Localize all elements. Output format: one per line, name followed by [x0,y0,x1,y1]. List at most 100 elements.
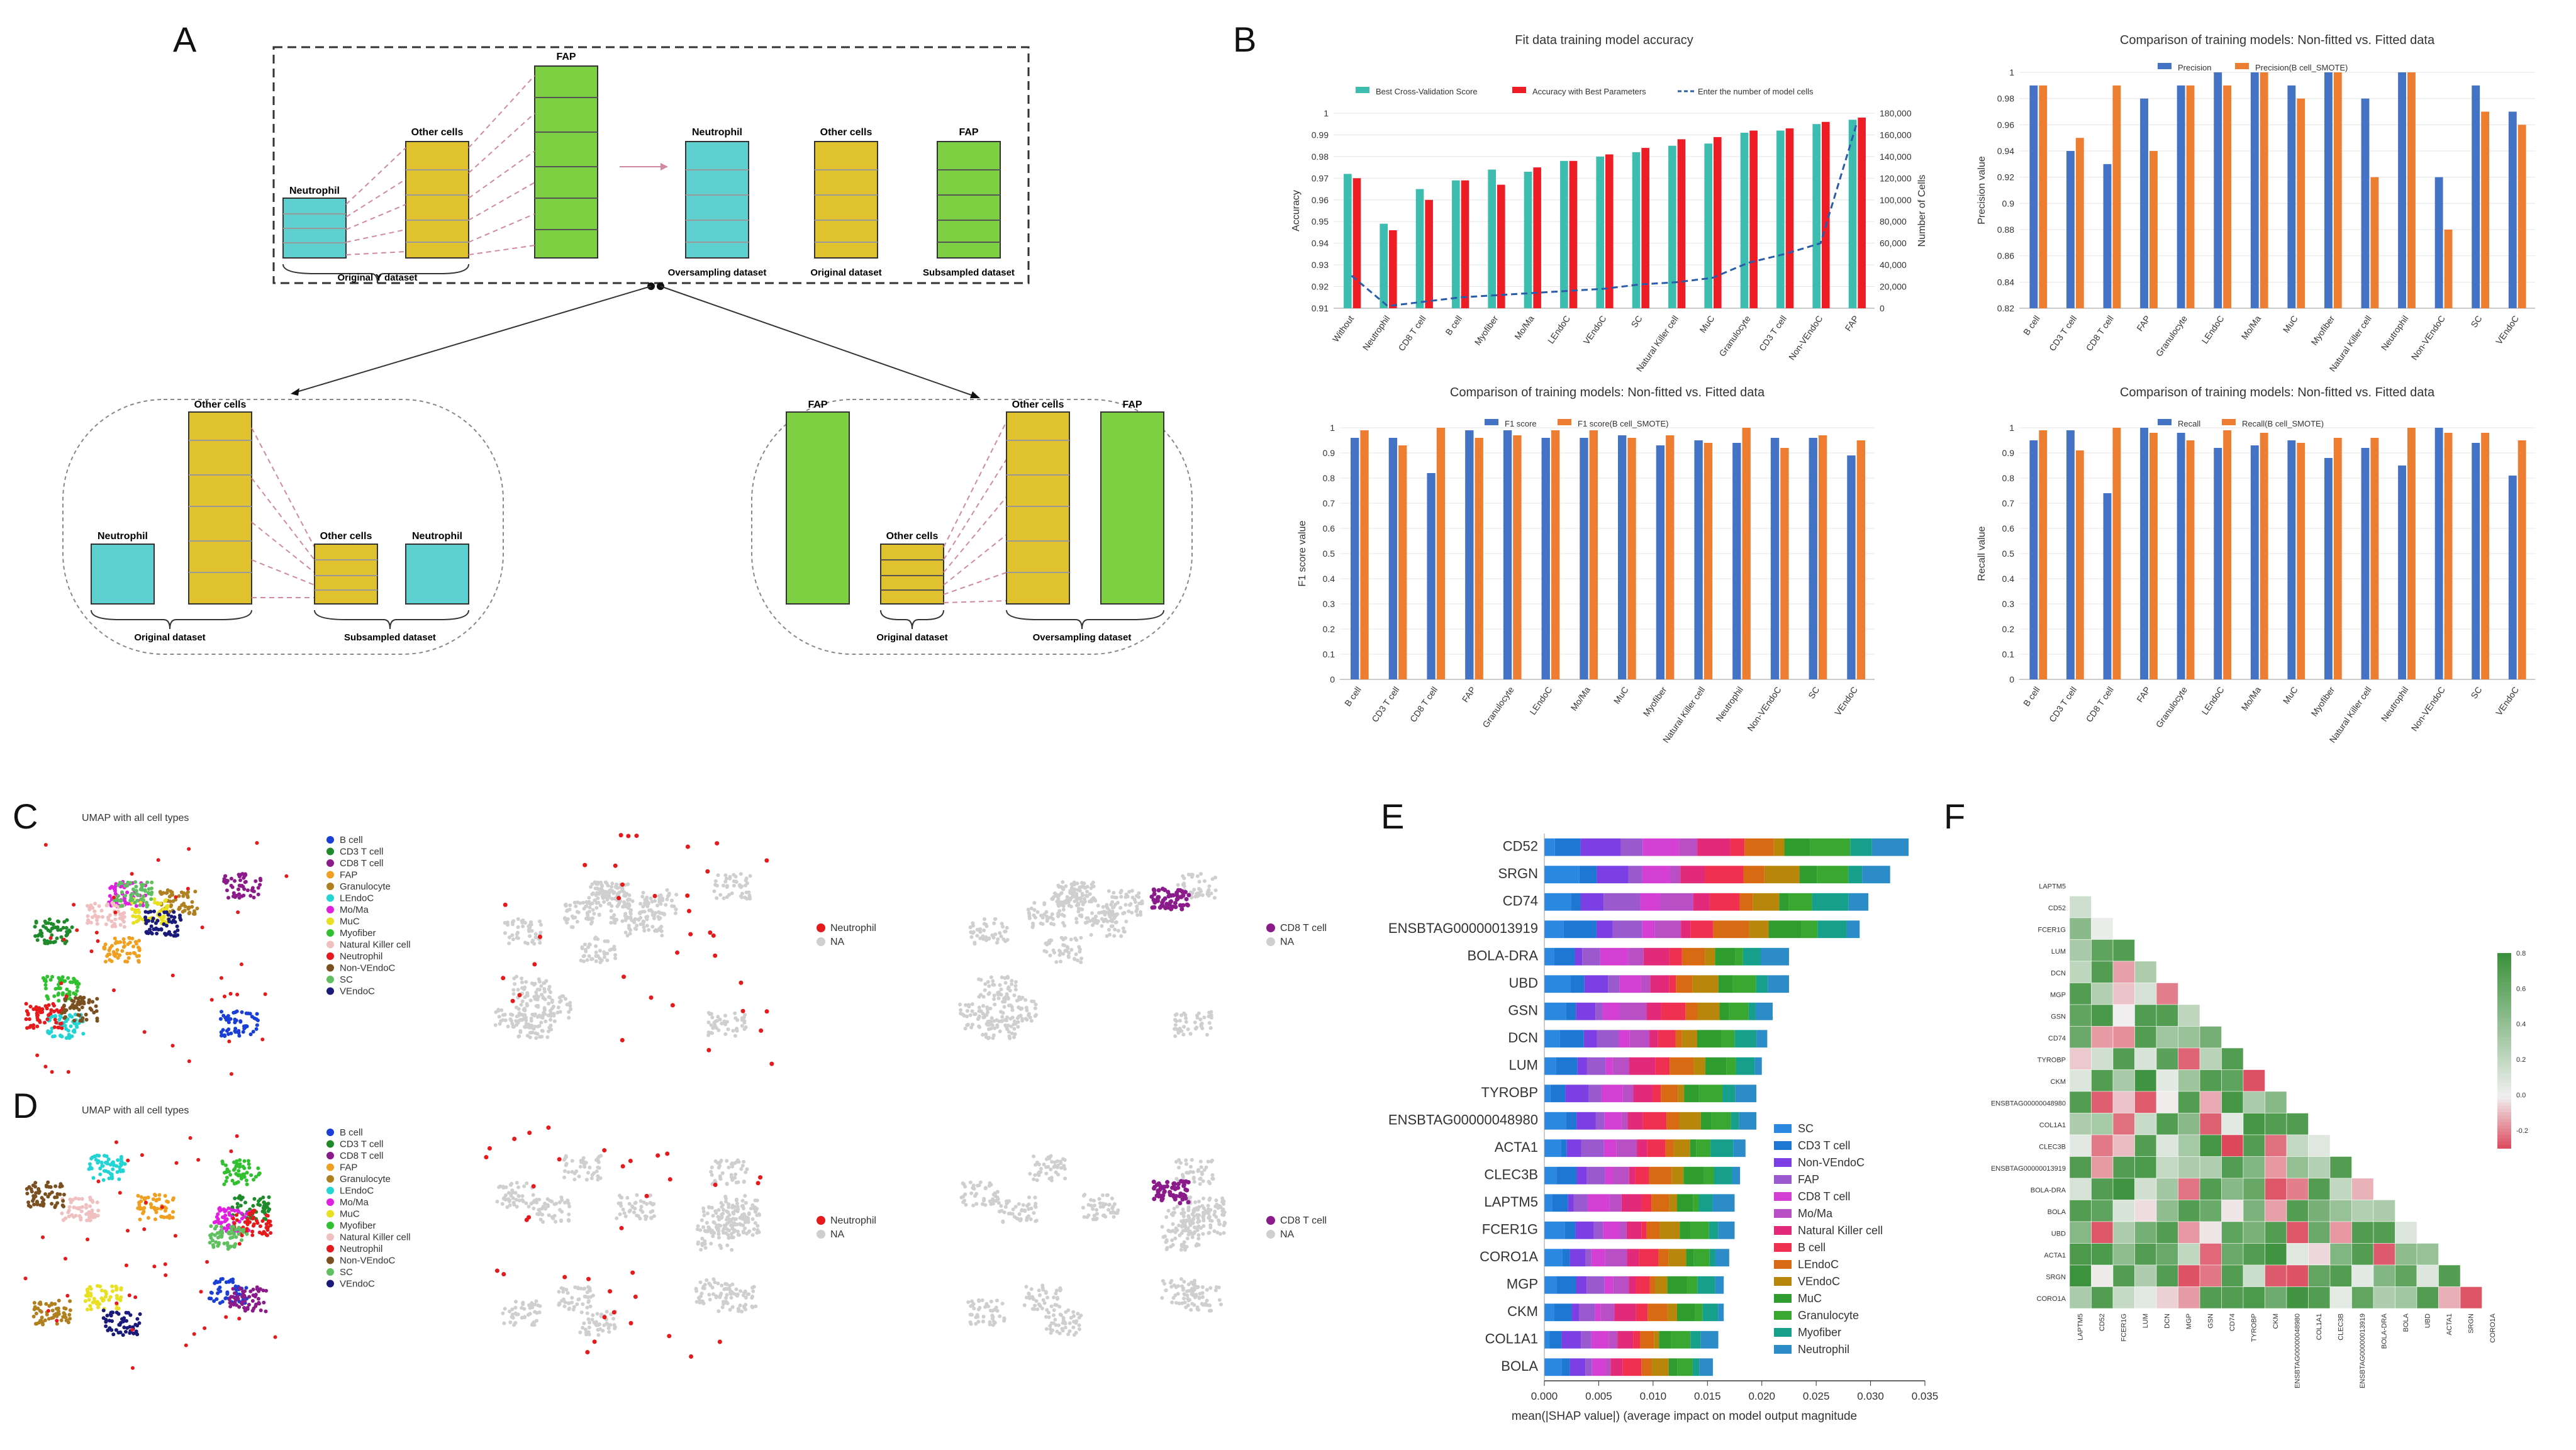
umap-na-point [1110,895,1115,899]
umap-na-point [1173,1023,1178,1027]
legend-label: NA [1280,937,1295,947]
umap-point [233,1300,237,1304]
umap-point [246,1159,250,1163]
umap-point [245,1182,249,1186]
oversampling-neutrophil-box [685,141,749,259]
label-neutrophil-bl2: Neutrophil [412,531,462,542]
umap-na-point [597,912,601,917]
umap-point [110,1161,114,1166]
umap-na-point [1191,1170,1195,1174]
umap-na-point [1101,905,1105,909]
umap-na-point [627,927,632,931]
umap-na-point [1186,1027,1190,1032]
umap-outlier [86,1237,90,1242]
umap-point [69,1024,73,1029]
umap-na-point [1175,1204,1179,1208]
umap-na-point [983,1305,988,1309]
umap-na-point [1085,890,1090,894]
x-tick-label: CD8 T cell [1408,685,1439,724]
umap-point [254,1302,259,1307]
umap-outlier [66,1069,70,1074]
umap-point [121,1333,125,1337]
umap-point [75,989,79,993]
umap-na-point [737,1233,742,1237]
umap-na-point [1078,888,1082,893]
shap-segment [1722,1085,1736,1103]
umap-point [87,907,92,912]
shap-segment [1576,1112,1596,1130]
umap-point [118,1165,122,1169]
legend-label: Granulocyte [340,1174,391,1185]
umap-point [208,1241,212,1245]
umap-na-point [1077,1327,1081,1332]
shap-segment [1705,947,1715,966]
umap-point [256,1166,260,1171]
umap-na-point [539,984,544,988]
bar-accuracy-with-best-parameters [1389,230,1397,308]
umap-point [226,1206,231,1210]
umap-na-point [716,1232,721,1236]
umap-na-point [1065,945,1069,949]
umap-point [46,1030,50,1035]
shap-segment [1658,1030,1676,1048]
umap-na-point [1033,1303,1037,1308]
bar-f1-score-b-cell-smote- [1742,428,1751,679]
shap-segment [1710,1139,1734,1157]
y-tick-label: 0.7 [1323,498,1335,508]
umap-na-point [701,1301,706,1305]
umap-point [155,931,159,935]
umap-na-point [1101,1205,1105,1209]
umap-na-point [503,931,507,935]
umap-point [43,1192,48,1196]
umap-outlier [124,1263,128,1268]
umap-na-point [1059,891,1063,896]
umap-na-point [1137,891,1141,895]
umap-point [73,1021,77,1025]
umap-point [74,1005,79,1010]
umap-na-point [1110,900,1115,905]
umap-na-point [991,1033,996,1037]
umap-na-point [740,1213,745,1217]
umap-na-point [610,884,614,889]
umap-na-point [701,1225,706,1229]
umap-na-point [1222,1210,1227,1214]
umap-point [216,1212,220,1217]
umap-na-point [515,1205,519,1209]
umap-na-point [574,904,578,908]
shap-segment [1784,838,1810,856]
umap-point [214,1240,218,1244]
shap-segment [1654,920,1681,939]
bar-f1-score-b-cell-smote- [1703,443,1713,679]
y-tick-label: 0.94 [1312,238,1329,248]
umap-point [113,891,118,896]
shap-segment [1576,1002,1596,1020]
umap-point [34,1312,38,1316]
shap-segment [1743,866,1765,884]
umap-na-point [670,904,674,908]
umap-point [179,890,184,895]
umap-na-point [729,1295,733,1300]
umap-na-point [565,1002,569,1007]
umap-na-point [647,908,651,913]
umap-point [232,1221,237,1225]
umap-point [245,1232,249,1236]
umap-na-point [707,1281,711,1286]
shap-segment [1810,838,1851,856]
umap-na-point [1110,1196,1114,1201]
shap-segment [1753,893,1780,911]
shap-segment [1862,866,1890,884]
bar-precision [2029,85,2038,308]
umap-na-point [1045,918,1049,923]
umap-point [242,874,247,878]
umap-point [81,1016,85,1020]
umap-na-point [1181,1297,1186,1301]
umap-na-point [1076,958,1080,962]
umap-outlier [200,925,204,930]
umap-na-point [990,1308,995,1313]
umap-na-point [961,1012,965,1017]
umap-na-point [732,883,736,888]
umap-na-point [735,1027,739,1031]
umap-na-point [592,912,596,916]
umap-point [86,1294,90,1298]
y-tick-label: 0.82 [1997,303,2014,313]
